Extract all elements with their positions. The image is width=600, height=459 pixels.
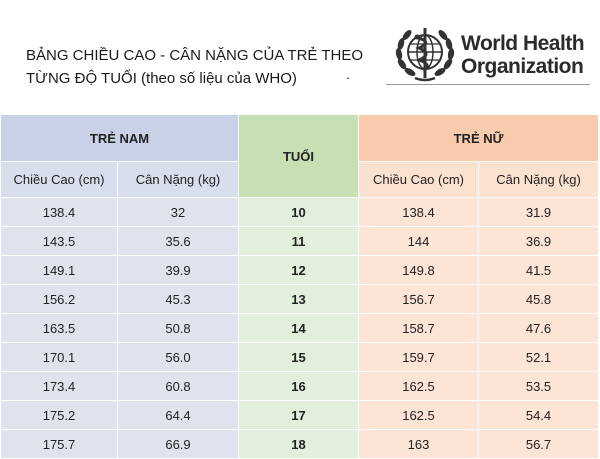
girls-height-header: Chiều Cao (cm) bbox=[358, 161, 479, 198]
girl-height-cell: 159.7 bbox=[358, 342, 479, 372]
age-cell: 18 bbox=[238, 429, 359, 459]
table-row: 170.1 56.0 15 159.7 52.1 bbox=[0, 342, 600, 372]
boy-height-cell: 138.4 bbox=[0, 197, 118, 227]
girls-weight-header: Cân Nặng (kg) bbox=[477, 161, 600, 198]
who-logo-text: World Health Organization bbox=[461, 32, 585, 78]
boy-weight-cell: 32 bbox=[117, 197, 239, 227]
girl-weight-cell: 45.8 bbox=[477, 284, 600, 314]
girl-weight-cell: 41.5 bbox=[477, 255, 600, 285]
table-subheader-row: Chiều Cao (cm) Cân Nặng (kg) Chiều Cao (… bbox=[0, 161, 600, 198]
who-logo: World Health Organization bbox=[393, 24, 593, 84]
girl-weight-cell: 31.9 bbox=[477, 197, 600, 227]
table-row: 175.2 64.4 17 162.5 54.4 bbox=[0, 400, 600, 430]
boy-height-cell: 163.5 bbox=[0, 313, 118, 343]
girl-weight-cell: 36.9 bbox=[477, 226, 600, 256]
boy-weight-cell: 64.4 bbox=[117, 400, 239, 430]
table-row: 143.5 35.6 11 144 36.9 bbox=[0, 226, 600, 256]
girl-weight-cell: 56.7 bbox=[477, 429, 600, 459]
boy-weight-cell: 39.9 bbox=[117, 255, 239, 285]
boy-height-cell: 143.5 bbox=[0, 226, 118, 256]
girl-height-cell: 149.8 bbox=[358, 255, 479, 285]
girl-height-cell: 158.7 bbox=[358, 313, 479, 343]
boy-weight-cell: 35.6 bbox=[117, 226, 239, 256]
age-cell: 13 bbox=[238, 284, 359, 314]
table-header-row: TRẺ NAM TUỔI TRẺ NỮ bbox=[0, 114, 600, 198]
table-row: 156.2 45.3 13 156.7 45.8 bbox=[0, 284, 600, 314]
boy-height-cell: 156.2 bbox=[0, 284, 118, 314]
who-logo-line-1: World Health bbox=[461, 32, 585, 55]
age-cell: 10 bbox=[238, 197, 359, 227]
boy-weight-cell: 60.8 bbox=[117, 371, 239, 401]
age-cell: 17 bbox=[238, 400, 359, 430]
title-line-1: BẢNG CHIỀU CAO - CÂN NẶNG CỦA TRẺ THEO bbox=[26, 47, 363, 64]
girl-height-cell: 144 bbox=[358, 226, 479, 256]
girl-weight-cell: 54.4 bbox=[477, 400, 600, 430]
boy-height-cell: 175.2 bbox=[0, 400, 118, 430]
page-header: BẢNG CHIỀU CAO - CÂN NẶNG CỦA TRẺ THEO T… bbox=[0, 0, 600, 112]
age-cell: 11 bbox=[238, 226, 359, 256]
table-body: 138.4 32 10 138.4 31.9 143.5 35.6 11 144 36.9 149.… bbox=[0, 197, 600, 459]
title-line-2: TỪNG ĐỘ TUỔI (theo số liệu của WHO) bbox=[26, 70, 297, 87]
boy-height-cell: 173.4 bbox=[0, 371, 118, 401]
age-cell: 14 bbox=[238, 313, 359, 343]
boys-header: TRẺ NAM bbox=[0, 114, 239, 162]
boy-weight-cell: 50.8 bbox=[117, 313, 239, 343]
table-row: 149.1 39.9 12 149.8 41.5 bbox=[0, 255, 600, 285]
logo-divider bbox=[386, 84, 590, 85]
who-emblem-icon bbox=[395, 28, 455, 82]
girl-height-cell: 156.7 bbox=[358, 284, 479, 314]
girl-height-cell: 138.4 bbox=[358, 197, 479, 227]
table-row: 163.5 50.8 14 158.7 47.6 bbox=[0, 313, 600, 343]
boys-height-header: Chiều Cao (cm) bbox=[0, 161, 118, 198]
girl-weight-cell: 53.5 bbox=[477, 371, 600, 401]
boy-height-cell: 149.1 bbox=[0, 255, 118, 285]
age-header: TUỔI bbox=[238, 114, 359, 198]
boy-weight-cell: 45.3 bbox=[117, 284, 239, 314]
girl-weight-cell: 52.1 bbox=[477, 342, 600, 372]
age-cell: 15 bbox=[238, 342, 359, 372]
girl-weight-cell: 47.6 bbox=[477, 313, 600, 343]
height-weight-table: TRẺ NAM TUỔI TRẺ NỮ Chiều Cao (cm) Cân N… bbox=[0, 114, 600, 459]
who-logo-line-2: Organization bbox=[461, 55, 584, 78]
table-row: 173.4 60.8 16 162.5 53.5 bbox=[0, 371, 600, 401]
boys-weight-header: Cân Nặng (kg) bbox=[117, 161, 239, 198]
title-trailing-dot: . bbox=[346, 66, 350, 82]
girl-height-cell: 163 bbox=[358, 429, 479, 459]
girl-height-cell: 162.5 bbox=[358, 400, 479, 430]
boy-height-cell: 170.1 bbox=[0, 342, 118, 372]
boy-weight-cell: 66.9 bbox=[117, 429, 239, 459]
boy-height-cell: 175.7 bbox=[0, 429, 118, 459]
girl-height-cell: 162.5 bbox=[358, 371, 479, 401]
table-row: 138.4 32 10 138.4 31.9 bbox=[0, 197, 600, 227]
boy-weight-cell: 56.0 bbox=[117, 342, 239, 372]
page-title: BẢNG CHIỀU CAO - CÂN NẶNG CỦA TRẺ THEO T… bbox=[26, 44, 363, 90]
table-row: 175.7 66.9 18 163 56.7 bbox=[0, 429, 600, 459]
age-cell: 16 bbox=[238, 371, 359, 401]
girls-header: TRẺ NỮ bbox=[357, 114, 600, 162]
age-cell: 12 bbox=[238, 255, 359, 285]
